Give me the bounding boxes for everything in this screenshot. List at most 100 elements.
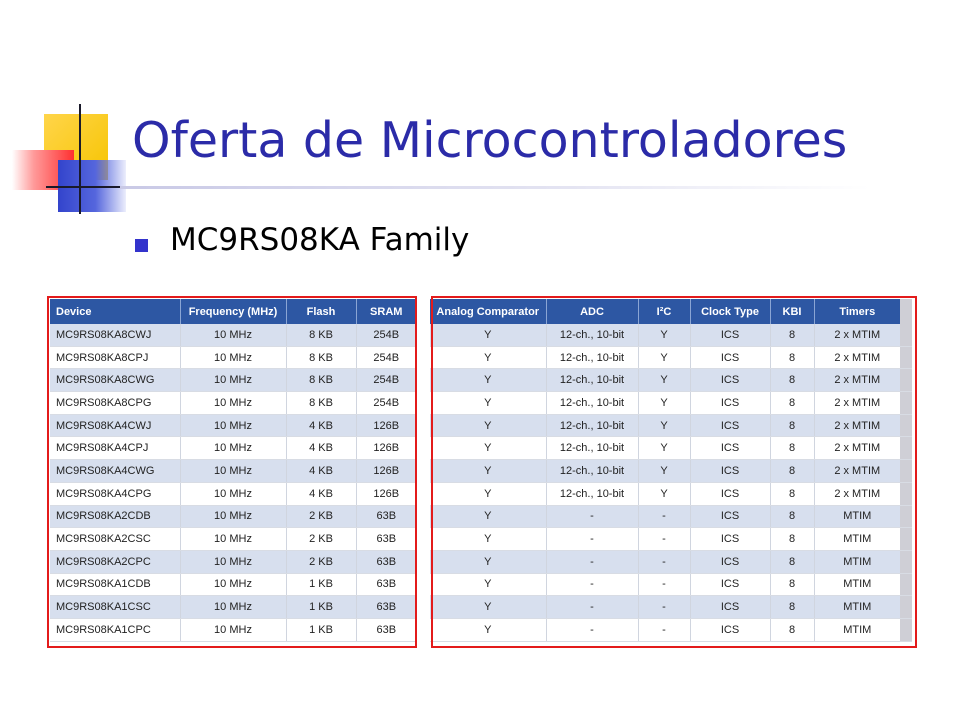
table-cell: Y bbox=[430, 324, 547, 347]
table-cell: 12-ch., 10-bit bbox=[546, 346, 639, 370]
table-edge bbox=[900, 505, 912, 529]
table-cell: MC9RS08KA8CPJ bbox=[50, 346, 181, 370]
column-header: Analog Comparator bbox=[430, 299, 547, 324]
table-cell: Y bbox=[430, 505, 547, 529]
table-edge bbox=[900, 324, 912, 347]
table-cell: 2 KB bbox=[286, 505, 357, 529]
table-row: MC9RS08KA8CPG 10 MHz 8 KB 254B Y 12-ch., 10-b… bbox=[50, 391, 912, 415]
table-cell: Y bbox=[430, 436, 547, 461]
table-gap bbox=[416, 368, 430, 392]
table-cell: MTIM bbox=[814, 595, 900, 619]
table-cell: - bbox=[546, 618, 639, 642]
table-cell: ICS bbox=[690, 573, 771, 597]
table-cell: 10 MHz bbox=[180, 414, 287, 438]
table-cell: 63B bbox=[356, 505, 416, 529]
column-header: Flash bbox=[286, 299, 357, 324]
table-cell: Y bbox=[430, 618, 547, 642]
table-cell: 10 MHz bbox=[180, 595, 287, 619]
table-edge bbox=[900, 368, 912, 393]
table-cell: - bbox=[546, 505, 639, 529]
table-row: MC9RS08KA8CWG 10 MHz 8 KB 254B Y 12-ch., 10-b… bbox=[50, 368, 912, 393]
table-cell: 63B bbox=[356, 527, 416, 551]
highlight-box-left bbox=[47, 296, 417, 648]
table-cell: Y bbox=[430, 459, 547, 483]
table-cell: 10 MHz bbox=[180, 346, 287, 370]
table-cell: 126B bbox=[356, 436, 416, 461]
table-cell: Y bbox=[430, 573, 547, 597]
table-cell: 1 KB bbox=[286, 595, 357, 619]
table-cell: 254B bbox=[356, 368, 416, 393]
table-cell: MC9RS08KA1CPC bbox=[50, 618, 181, 642]
table-cell: Y bbox=[430, 368, 547, 393]
table-cell: Y bbox=[430, 527, 547, 551]
table-cell: 8 KB bbox=[286, 324, 357, 347]
table-cell: 10 MHz bbox=[180, 368, 287, 393]
table-cell: ICS bbox=[690, 550, 771, 574]
table-cell: MTIM bbox=[814, 527, 900, 551]
table-row: MC9RS08KA1CSC 10 MHz 1 KB 63B Y - - ICS 8 MTIM bbox=[50, 595, 912, 619]
highlight-box-right bbox=[431, 296, 917, 648]
table-row: MC9RS08KA4CWJ 10 MHz 4 KB 126B Y 12-ch., 10-b… bbox=[50, 414, 912, 438]
table-cell: MC9RS08KA2CDB bbox=[50, 505, 181, 529]
column-header: ADC bbox=[546, 299, 639, 324]
table-cell: 10 MHz bbox=[180, 618, 287, 642]
table-cell: 1 KB bbox=[286, 618, 357, 642]
table-cell: Y bbox=[430, 414, 547, 438]
table-cell: MTIM bbox=[814, 505, 900, 529]
table-cell: 8 bbox=[770, 573, 815, 597]
table-gap bbox=[416, 346, 430, 369]
table-cell: 8 bbox=[770, 414, 815, 438]
table-edge bbox=[900, 414, 912, 438]
table-cell: 254B bbox=[356, 324, 416, 347]
table-row: MC9RS08KA4CWG 10 MHz 4 KB 126B Y 12-ch., 10-b… bbox=[50, 459, 912, 483]
table-cell: 8 bbox=[770, 527, 815, 551]
table-cell: Y bbox=[638, 391, 691, 415]
table-cell: 2 x MTIM bbox=[814, 324, 900, 347]
table-header-row: Device Frequency (MHz) Flash SRAM Analog Com… bbox=[50, 299, 912, 324]
table-cell: MTIM bbox=[814, 550, 900, 574]
table-row: MC9RS08KA4CPG 10 MHz 4 KB 126B Y 12-ch., 10-b… bbox=[50, 482, 912, 506]
table-gap bbox=[416, 573, 430, 596]
logo-horizontal-line bbox=[46, 186, 138, 188]
table-edge bbox=[900, 550, 912, 574]
column-header: Clock Type bbox=[690, 299, 771, 324]
table-cell: Y bbox=[638, 459, 691, 483]
table-cell: 10 MHz bbox=[180, 527, 287, 551]
logo-vertical-line bbox=[79, 104, 81, 214]
table-cell: 8 bbox=[770, 368, 815, 393]
table-cell: 12-ch., 10-bit bbox=[546, 459, 639, 483]
table-cell: MC9RS08KA4CPG bbox=[50, 482, 181, 506]
column-header: Frequency (MHz) bbox=[180, 299, 287, 324]
table-cell: 8 bbox=[770, 324, 815, 347]
table-row: MC9RS08KA8CWJ 10 MHz 8 KB 254B Y 12-ch., 10-b… bbox=[50, 324, 912, 347]
table-cell: ICS bbox=[690, 391, 771, 415]
table-cell: 8 KB bbox=[286, 346, 357, 370]
table-cell: 1 KB bbox=[286, 573, 357, 597]
table-cell: 63B bbox=[356, 595, 416, 619]
table-row: MC9RS08KA4CPJ 10 MHz 4 KB 126B Y 12-ch., 10-b… bbox=[50, 436, 912, 461]
table-cell: ICS bbox=[690, 618, 771, 642]
table-cell: 8 bbox=[770, 505, 815, 529]
table-cell: MC9RS08KA8CWJ bbox=[50, 324, 181, 347]
table-edge bbox=[900, 573, 912, 597]
table-cell: ICS bbox=[690, 482, 771, 506]
table-cell: ICS bbox=[690, 595, 771, 619]
table-gap bbox=[416, 324, 430, 347]
table-cell: 2 x MTIM bbox=[814, 346, 900, 370]
table-cell: - bbox=[546, 573, 639, 597]
table-edge bbox=[900, 299, 912, 324]
table-row: MC9RS08KA1CPC 10 MHz 1 KB 63B Y - - ICS 8 MTIM bbox=[50, 618, 912, 642]
column-header: KBI bbox=[770, 299, 815, 324]
table-cell: - bbox=[546, 595, 639, 619]
table-cell: 63B bbox=[356, 573, 416, 597]
table-cell: 2 x MTIM bbox=[814, 459, 900, 483]
table-cell: - bbox=[638, 505, 691, 529]
table-cell: 126B bbox=[356, 482, 416, 506]
table-gap bbox=[416, 595, 430, 619]
table-cell: 10 MHz bbox=[180, 573, 287, 597]
table-cell: ICS bbox=[690, 459, 771, 483]
table-cell: 10 MHz bbox=[180, 391, 287, 415]
table-cell: 2 KB bbox=[286, 550, 357, 574]
table-cell: MC9RS08KA8CPG bbox=[50, 391, 181, 415]
table-cell: 8 bbox=[770, 618, 815, 642]
